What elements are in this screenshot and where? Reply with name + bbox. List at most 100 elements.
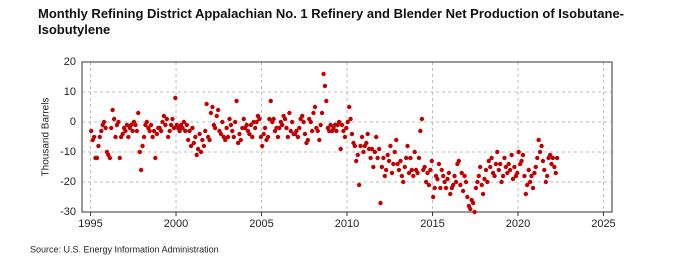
point xyxy=(553,170,558,176)
point xyxy=(238,137,244,143)
point xyxy=(187,128,192,134)
point xyxy=(318,122,323,128)
point xyxy=(148,122,154,128)
point xyxy=(477,164,483,170)
point xyxy=(171,125,177,131)
point xyxy=(458,182,463,188)
point xyxy=(374,134,379,140)
point xyxy=(416,155,422,161)
point xyxy=(116,119,121,125)
point xyxy=(138,167,144,173)
point xyxy=(322,83,328,89)
point xyxy=(510,176,516,182)
point xyxy=(392,149,397,155)
point xyxy=(151,128,157,134)
point xyxy=(180,125,185,131)
point xyxy=(436,161,442,167)
x-tick-label: 2005 xyxy=(249,218,273,230)
point xyxy=(170,116,175,122)
point xyxy=(479,182,484,188)
point xyxy=(399,173,405,179)
point xyxy=(527,179,533,185)
point xyxy=(285,134,291,140)
point xyxy=(328,122,333,128)
point xyxy=(418,128,423,134)
point xyxy=(409,167,414,173)
point xyxy=(372,149,378,155)
point xyxy=(452,173,457,179)
point xyxy=(509,152,514,158)
point xyxy=(164,116,169,122)
point xyxy=(428,167,433,173)
point xyxy=(352,143,358,149)
point xyxy=(386,158,392,164)
point xyxy=(153,155,158,161)
point xyxy=(515,170,520,176)
point xyxy=(475,179,480,185)
point xyxy=(545,173,550,179)
point xyxy=(262,125,268,131)
point xyxy=(522,173,527,179)
point xyxy=(218,131,224,137)
point xyxy=(319,110,325,116)
point xyxy=(493,161,499,167)
point xyxy=(136,110,141,116)
point xyxy=(241,116,246,122)
point xyxy=(294,128,299,134)
point xyxy=(113,134,118,140)
point xyxy=(391,161,396,167)
point xyxy=(185,137,191,143)
point xyxy=(364,140,369,146)
x-tick-label: 2000 xyxy=(164,218,188,230)
point xyxy=(476,173,482,179)
point xyxy=(549,161,554,167)
point xyxy=(120,131,125,137)
point xyxy=(144,119,149,125)
point xyxy=(141,134,147,140)
point xyxy=(201,143,207,149)
point xyxy=(355,152,360,158)
point xyxy=(336,119,342,125)
point xyxy=(227,116,232,122)
point xyxy=(535,155,540,161)
point xyxy=(103,125,108,131)
point xyxy=(200,137,205,143)
point xyxy=(177,128,182,134)
point xyxy=(402,164,407,170)
point xyxy=(311,110,316,116)
point xyxy=(456,158,462,164)
point xyxy=(129,122,134,128)
point xyxy=(215,107,221,113)
point xyxy=(150,134,155,140)
point xyxy=(235,140,241,146)
point xyxy=(301,119,306,125)
point xyxy=(230,128,235,134)
point xyxy=(254,119,259,125)
point xyxy=(496,167,502,173)
point xyxy=(529,173,534,179)
point xyxy=(499,179,504,185)
point xyxy=(173,95,178,101)
point xyxy=(430,194,436,200)
point xyxy=(412,149,417,155)
point xyxy=(361,149,366,155)
point xyxy=(480,191,486,197)
point xyxy=(506,161,511,167)
point xyxy=(220,119,225,125)
point xyxy=(423,179,429,185)
point xyxy=(463,179,469,185)
point xyxy=(408,155,413,161)
point xyxy=(489,155,494,161)
chart-title: Monthly Refining District Appalachian No… xyxy=(38,6,625,37)
point xyxy=(183,128,188,134)
point xyxy=(445,176,450,182)
point xyxy=(247,131,252,137)
point xyxy=(443,185,449,191)
point xyxy=(124,122,130,128)
y-tick-label: 10 xyxy=(64,86,76,98)
point xyxy=(426,182,432,188)
point xyxy=(91,134,97,140)
point xyxy=(130,128,135,134)
